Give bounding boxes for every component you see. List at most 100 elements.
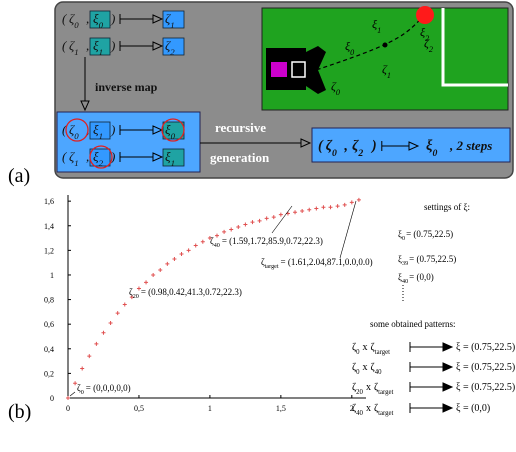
subscript: 0 (432, 148, 437, 159)
text-part: ζ (331, 79, 337, 93)
comma: , (86, 11, 89, 26)
annotation: ζtarget = (1.61,2.04,87.1,0.0,0.0) (261, 257, 373, 270)
text-part: ) (110, 122, 115, 137)
text-part: (b) (8, 401, 31, 423)
text-part: ξ (398, 254, 402, 264)
term-box (89, 10, 111, 29)
text-part: ζ (69, 11, 75, 26)
text-part: ζ (352, 403, 356, 414)
x-tick-label: 2 (350, 404, 354, 413)
paren: ( (62, 11, 67, 26)
subscript: 1 (74, 158, 78, 168)
point (94, 341, 99, 346)
term: ξ0 (165, 122, 176, 141)
result-box (311, 127, 511, 163)
point (179, 252, 184, 257)
arrow-head (152, 14, 164, 24)
point (328, 205, 333, 210)
paren: ) (110, 38, 115, 53)
y-tick-label: 1,2 (44, 246, 54, 255)
subscript: 40 (356, 410, 363, 417)
subscript: 40 (402, 279, 408, 285)
point (342, 202, 347, 207)
text-part: ξ (165, 122, 171, 137)
term: ζ1 (69, 149, 79, 168)
recursive-label: recursive (215, 120, 266, 135)
term: ξ2 (93, 149, 104, 168)
text-part: x (366, 403, 371, 414)
point (207, 236, 212, 241)
text-part: ξ (420, 25, 426, 39)
subscript: 40 (375, 369, 382, 376)
text-part: ξ (93, 122, 99, 137)
comma: , (86, 149, 89, 164)
point (151, 272, 156, 277)
text-part: ζ (326, 138, 333, 154)
subscript: 0 (336, 88, 340, 97)
text-part: ζ (374, 382, 378, 393)
paren: ( (62, 38, 67, 53)
subscript: 0 (356, 349, 360, 356)
subscript: target (378, 410, 393, 417)
highlight-circle (161, 118, 185, 142)
point (222, 229, 227, 234)
term-box (89, 37, 111, 56)
text-part: ( (62, 11, 67, 26)
point (250, 220, 255, 225)
point (264, 216, 269, 221)
highlight-circle (65, 118, 89, 142)
arrow-head (152, 152, 164, 162)
arrow-head (442, 362, 454, 372)
arrow-head (80, 100, 90, 112)
point (293, 210, 298, 215)
text-part: x (363, 362, 368, 373)
pattern: ζ0 x ζ40 (352, 362, 382, 376)
subscript: 1 (377, 26, 381, 35)
subscript: 2 (170, 47, 175, 57)
subscript: 0 (81, 390, 84, 396)
subscript: 0 (74, 20, 79, 30)
text-part: = (0.75,22.5) (409, 254, 456, 264)
text-part: = (1.61,2.04,87.1,0.0,0.0) (281, 257, 373, 267)
text-part: ζ (129, 287, 133, 297)
subscript: 0 (171, 131, 176, 141)
term: ζ2 (352, 138, 363, 159)
y-tick-label: 1,4 (44, 222, 54, 231)
subscript: 2 (357, 148, 363, 159)
text-part: ζ (371, 342, 375, 353)
point (66, 396, 70, 400)
subscript: 0 (350, 48, 354, 57)
text-part: ζ (424, 36, 430, 50)
text-part: inverse map (95, 80, 158, 94)
text-part: ) (110, 11, 115, 26)
subscript: 0 (356, 369, 360, 376)
point (129, 295, 134, 300)
setting: ξ0= (0.75,22.5) (398, 229, 453, 242)
text-part: ξ (426, 138, 433, 154)
term-box (89, 121, 111, 140)
field-label: ξ1 (372, 17, 381, 35)
ball (416, 6, 434, 24)
subscript: 1 (171, 158, 175, 168)
pattern-result: ξ = (0.75,22.5) (456, 342, 515, 353)
annotation: ζ0 = (0,0,0,0,0) (77, 383, 131, 396)
paren: ( (62, 149, 67, 164)
text-part: ξ (398, 229, 402, 239)
text-part: ) (370, 138, 377, 154)
annotation: ζ20 = (0.98,0.42,41.3,0.72,22.3) (129, 287, 242, 300)
trajectory (309, 14, 426, 73)
subscript: 40 (214, 243, 220, 249)
text-part: = (0.98,0.42,41.3,0.72,22.3) (141, 287, 242, 297)
point (278, 212, 283, 217)
text-part: ζ (371, 362, 375, 373)
term-box (162, 148, 185, 167)
subscript: target (375, 349, 390, 356)
text-part: ζ (261, 257, 265, 267)
text-part: ξ (93, 149, 99, 164)
robot-marker (271, 62, 287, 77)
paren: ) (370, 138, 377, 154)
y-tick-label: 0,2 (44, 369, 54, 378)
term: ζ2 (165, 38, 175, 57)
term: ξ1 (165, 149, 175, 168)
